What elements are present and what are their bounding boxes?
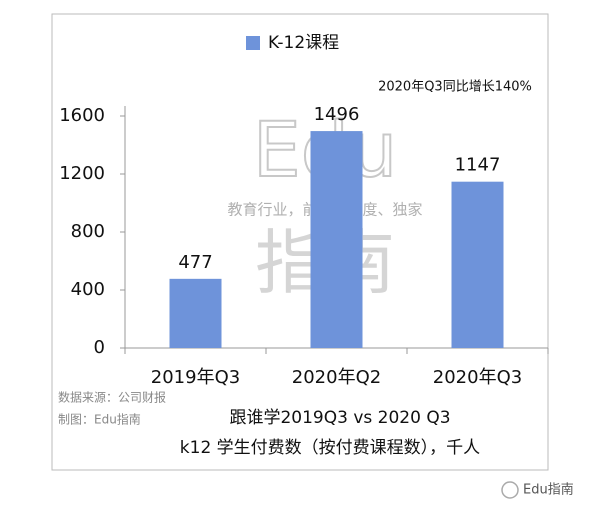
bar [451, 181, 504, 348]
legend-label: K-12课程 [268, 33, 339, 53]
value-label: 1147 [455, 155, 501, 176]
bar [169, 278, 222, 348]
x-tick-label: 2020年Q3 [433, 367, 522, 388]
legend-swatch [246, 36, 260, 50]
x-tick-label: 2019年Q3 [151, 367, 240, 388]
y-tick-label: 1200 [59, 163, 105, 184]
y-tick-label: 400 [71, 279, 105, 300]
y-tick-label: 0 [94, 337, 105, 358]
x-tick-label: 2020年Q2 [292, 367, 381, 388]
subtitle: 跟谁学2019Q3 vs 2020 Q3 [229, 408, 450, 428]
wechat-icon [501, 481, 519, 499]
value-label: 477 [178, 252, 212, 273]
footer-account: Edu指南 [523, 482, 574, 498]
source: 制图：Edu指南 [58, 412, 141, 427]
y-tick-label: 1600 [59, 105, 105, 126]
subtitle: k12 学生付费数（按付费课程数），千人 [180, 438, 480, 458]
source: 数据来源：公司财报 [58, 390, 166, 405]
bar [310, 131, 363, 348]
y-tick-label: 800 [71, 221, 105, 242]
value-label: 1496 [314, 104, 360, 125]
annotation: 2020年Q3同比增长140% [378, 80, 532, 95]
